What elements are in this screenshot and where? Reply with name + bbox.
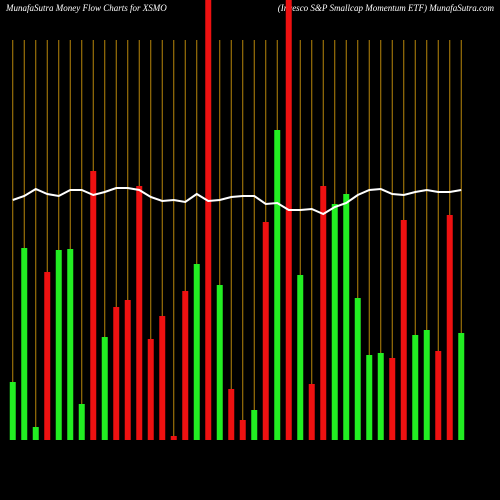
bar: [435, 351, 442, 440]
bar: [193, 264, 200, 440]
chart-subtitle: (Invesco S&P Smallcap Momentum ETF) Muna…: [278, 3, 495, 13]
bar: [21, 248, 28, 440]
bar: [239, 420, 246, 440]
bar: [354, 298, 361, 440]
bar: [32, 427, 39, 440]
bar: [124, 300, 131, 440]
bar: [101, 337, 108, 440]
bar: [44, 272, 51, 440]
bar: [159, 316, 166, 440]
bar: [170, 436, 177, 440]
bar: [182, 291, 189, 440]
chart-title: MunafaSutra Money Flow Charts for XSMO: [5, 3, 167, 13]
bar: [216, 285, 223, 440]
bar: [412, 335, 419, 440]
bar: [366, 355, 373, 440]
bar: [285, 0, 292, 440]
bar: [55, 250, 62, 440]
bar: [320, 186, 327, 440]
bar: [147, 339, 154, 440]
bar: [228, 389, 235, 440]
bar: [308, 384, 315, 440]
bar: [136, 186, 143, 440]
bar: [262, 222, 269, 440]
flow-line: [12, 187, 462, 216]
bar: [90, 171, 97, 440]
bar: [331, 204, 338, 440]
bar: [78, 404, 85, 440]
bar: [9, 382, 16, 440]
bar: [400, 220, 407, 440]
bar: [389, 358, 396, 440]
bar: [251, 410, 258, 440]
bar: [343, 194, 350, 440]
bar: [423, 330, 430, 440]
bar: [205, 0, 212, 440]
bar: [446, 215, 453, 440]
bar: [67, 249, 74, 440]
bar: [113, 307, 120, 440]
bar: [274, 130, 281, 440]
bar: [297, 275, 304, 440]
bar: [458, 333, 465, 440]
bar: [377, 353, 384, 440]
